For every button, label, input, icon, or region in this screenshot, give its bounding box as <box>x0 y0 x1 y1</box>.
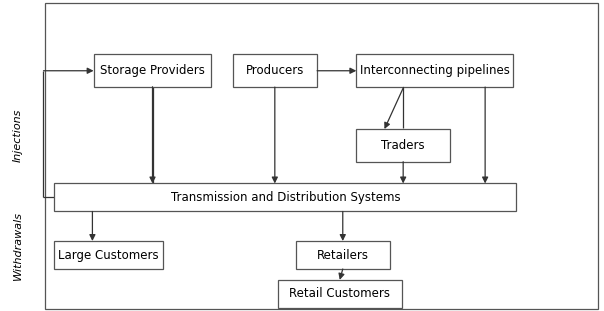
Bar <box>296 241 390 269</box>
Bar <box>54 183 516 211</box>
Text: Transmission and Distribution Systems: Transmission and Distribution Systems <box>170 191 400 204</box>
Text: Producers: Producers <box>246 64 304 77</box>
Text: Injections: Injections <box>13 109 23 162</box>
Bar <box>94 54 211 87</box>
Text: Withdrawals: Withdrawals <box>13 211 23 280</box>
Bar <box>356 54 513 87</box>
Text: Interconnecting pipelines: Interconnecting pipelines <box>360 64 510 77</box>
Text: Retailers: Retailers <box>316 248 369 262</box>
Bar <box>233 54 317 87</box>
Bar <box>278 280 402 308</box>
Bar <box>54 241 163 269</box>
Text: Traders: Traders <box>381 139 425 152</box>
Bar <box>356 129 450 162</box>
Text: Retail Customers: Retail Customers <box>289 287 390 300</box>
Text: Large Customers: Large Customers <box>59 248 159 262</box>
Text: Storage Providers: Storage Providers <box>100 64 205 77</box>
